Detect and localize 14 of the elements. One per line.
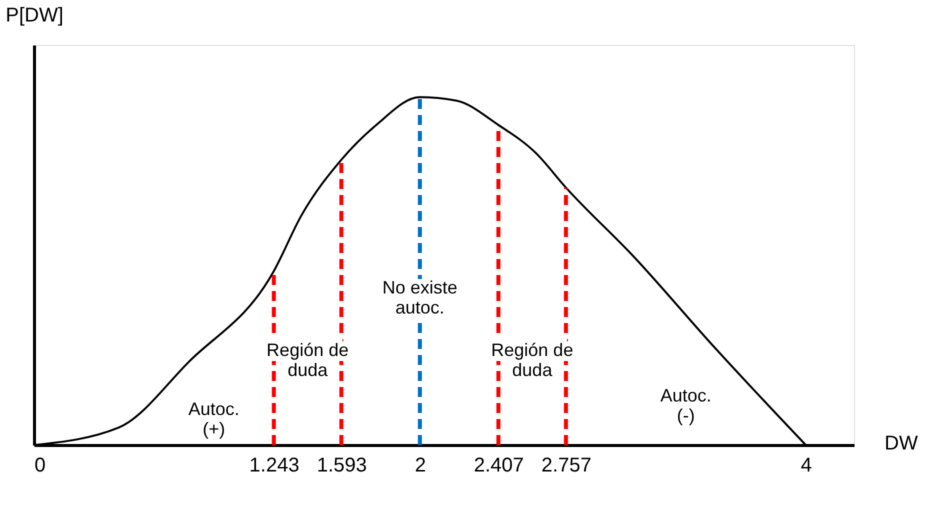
annotation: Región de duda (491, 340, 574, 380)
annotation: No existe autoc. (382, 277, 458, 318)
x-tick-label: 2.407 (474, 454, 524, 476)
x-tick-label: 4 (800, 454, 812, 476)
y-axis-title: P[DW] (6, 4, 64, 26)
x-tick-label: 0 (34, 454, 46, 476)
x-tick-label: 1.243 (249, 454, 300, 476)
annotation: Autoc. (-) (660, 385, 712, 426)
x-axis-title: DW (884, 432, 918, 454)
annotation: Autoc. (+) (188, 399, 240, 440)
x-tick-label: 2.757 (541, 454, 592, 476)
annotation: Región de duda (266, 340, 349, 380)
x-tick-label: 2 (414, 454, 426, 476)
x-tick-label: 1.593 (316, 454, 367, 476)
